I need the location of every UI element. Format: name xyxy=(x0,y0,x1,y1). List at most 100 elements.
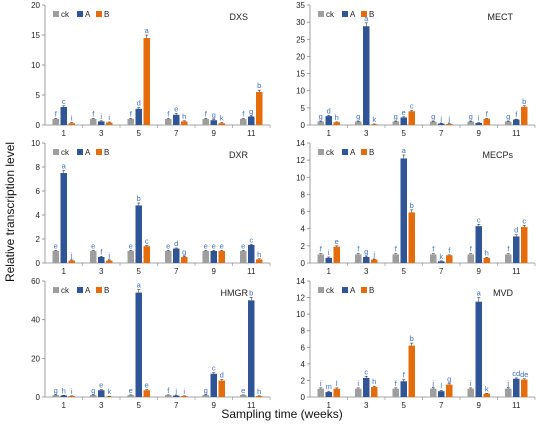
bar-a xyxy=(475,301,482,397)
significance-letter: j xyxy=(506,379,509,388)
significance-letter: e xyxy=(174,105,178,114)
bar-a xyxy=(400,381,407,397)
significance-letter: h xyxy=(372,377,376,386)
significance-letter: c xyxy=(249,235,253,244)
bar-b xyxy=(143,390,150,397)
y-tick-label: 35 xyxy=(296,1,305,10)
significance-letter: i xyxy=(357,379,359,388)
significance-letter: g xyxy=(364,247,368,256)
significance-letter: f xyxy=(515,110,518,119)
x-tick-label: 7 xyxy=(174,401,179,410)
legend-swatch-b xyxy=(96,149,102,155)
significance-letter: k xyxy=(485,384,489,393)
legend-swatch-a xyxy=(77,11,83,17)
bar-ck xyxy=(240,119,247,125)
significance-letter: g xyxy=(356,112,360,121)
x-tick-label: 3 xyxy=(364,129,369,138)
bar-b xyxy=(68,396,75,397)
significance-letter: i xyxy=(328,248,330,257)
legend-swatch-b xyxy=(361,287,367,293)
significance-letter: m xyxy=(326,382,332,391)
significance-letter: g xyxy=(319,112,323,121)
bar-ck xyxy=(467,254,474,263)
y-tick-label: 4 xyxy=(36,211,41,220)
significance-letter: b xyxy=(257,81,261,90)
significance-letter: j xyxy=(107,251,110,260)
bar-ck xyxy=(165,119,172,125)
significance-letter: e xyxy=(241,241,245,250)
significance-letter: f xyxy=(55,109,58,118)
panel-title: MECPs xyxy=(482,150,513,160)
x-tick-label: 7 xyxy=(439,401,444,410)
y-tick-label: 6 xyxy=(301,208,306,217)
bar-b xyxy=(256,92,263,125)
significance-letter: a xyxy=(364,14,369,23)
x-tick-label: 1 xyxy=(62,401,67,410)
significance-letter: f xyxy=(167,386,170,395)
y-tick-label: 0 xyxy=(36,393,41,402)
bar-a xyxy=(135,108,142,125)
y-tick-label: 8 xyxy=(36,163,41,172)
significance-letter: f xyxy=(448,246,451,255)
bar-a xyxy=(248,116,255,125)
bar-a xyxy=(248,245,255,263)
x-tick-label: 1 xyxy=(62,129,67,138)
bar-ck xyxy=(165,395,172,397)
significance-letter: b xyxy=(249,288,253,297)
x-tick-label: 11 xyxy=(247,129,256,138)
bar-a xyxy=(210,251,217,263)
legend-swatch-a xyxy=(77,287,83,293)
legend-label: ck xyxy=(61,148,70,157)
bar-b xyxy=(181,257,188,263)
legend-swatch-a xyxy=(342,149,348,155)
significance-letter: e xyxy=(335,237,339,246)
significance-letter: g xyxy=(447,375,451,384)
bar-a xyxy=(98,390,105,397)
significance-letter: f xyxy=(100,247,103,256)
significance-letter: j xyxy=(70,251,73,260)
bar-ck xyxy=(355,121,362,125)
panel-title: MVD xyxy=(493,288,514,298)
bar-ck xyxy=(430,121,437,125)
bar-b xyxy=(333,388,340,397)
bar-a xyxy=(135,205,142,263)
y-tick-label: 20 xyxy=(31,354,40,363)
significance-letter: cd xyxy=(512,369,520,378)
y-tick-label: 15 xyxy=(31,31,40,40)
bar-b xyxy=(446,123,453,125)
legend-swatch-a xyxy=(342,11,348,17)
bar-ck xyxy=(355,388,362,397)
bar-a xyxy=(513,378,520,397)
bar-a xyxy=(438,391,445,397)
significance-letter: e xyxy=(99,381,103,390)
bar-ck xyxy=(240,251,247,263)
significance-letter: g xyxy=(506,112,510,121)
significance-letter: f xyxy=(395,245,398,254)
significance-letter: a xyxy=(137,281,142,290)
significance-letter: f xyxy=(242,109,245,118)
x-tick-label: 9 xyxy=(477,401,482,410)
significance-letter: i xyxy=(478,114,480,123)
bar-ck xyxy=(392,388,399,397)
significance-letter: k xyxy=(220,114,224,123)
x-tick-label: 9 xyxy=(477,267,482,276)
significance-letter: j xyxy=(372,250,375,259)
significance-letter: b xyxy=(410,334,414,343)
legend-label: A xyxy=(85,148,91,157)
x-tick-label: 3 xyxy=(364,401,369,410)
significance-letter: e xyxy=(145,381,149,390)
bar-a xyxy=(60,173,67,263)
significance-letter: d xyxy=(174,239,178,248)
bar-a xyxy=(400,117,407,125)
bar-ck xyxy=(202,251,209,263)
significance-letter: d xyxy=(514,226,518,235)
bar-b xyxy=(483,393,490,397)
bar-a xyxy=(400,158,407,263)
significance-letter: g xyxy=(91,386,95,395)
significance-letter: i xyxy=(183,387,185,396)
legend-swatch-b xyxy=(361,149,367,155)
significance-letter: f xyxy=(432,245,435,254)
y-tick-label: 5 xyxy=(36,91,41,100)
